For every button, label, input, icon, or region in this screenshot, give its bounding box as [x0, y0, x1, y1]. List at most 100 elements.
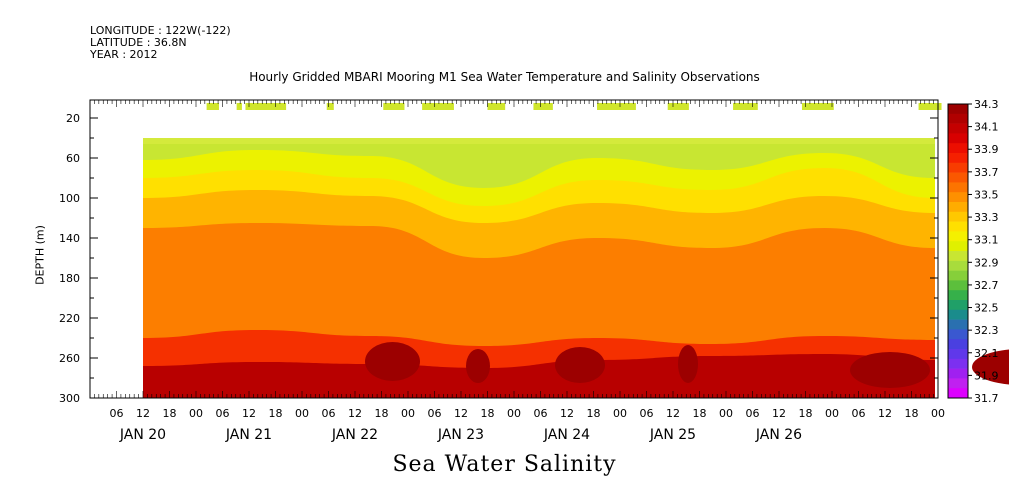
y-tick-label: 100 — [59, 192, 80, 205]
x-hour-label: 00 — [295, 407, 309, 420]
x-hour-label: 18 — [905, 407, 919, 420]
colorbar: 34.3 34.1 33.9 33.7 33.5 33.3 33.1 32.9 32.7 32.5… — [947, 98, 999, 405]
x-hour-label: 06 — [534, 407, 548, 420]
x-day-label: JAN 21 — [225, 427, 272, 443]
x-hour-label: 18 — [587, 407, 601, 420]
colorbar-swatch — [948, 162, 968, 173]
x-hour-label: 00 — [401, 407, 415, 420]
colorbar-frame — [947, 103, 969, 399]
plot-axes: 20 60 100 140 180 220 260 300 06 12 18 00 06 12 18 00 06… — [59, 99, 945, 443]
x-hour-label: 00 — [613, 407, 627, 420]
colorbar-swatch — [948, 358, 968, 369]
x-hour-label: 18 — [375, 407, 389, 420]
colorbar-label: 33.7 — [974, 166, 999, 179]
colorbar-swatch — [948, 172, 968, 183]
surface-salinity-segment — [206, 103, 219, 110]
colorbar-swatch — [948, 388, 968, 399]
colorbar-swatch — [948, 260, 968, 271]
colorbar-label: 33.9 — [974, 143, 999, 156]
x-day-label: JAN 20 — [119, 427, 166, 443]
colorbar-label: 32.3 — [974, 324, 999, 337]
x-hour-label: 06 — [110, 407, 124, 420]
x-hour-label: 12 — [878, 407, 892, 420]
surface-salinity-segment — [236, 103, 242, 110]
x-hour-label: 12 — [666, 407, 680, 420]
colorbar-swatch — [948, 300, 968, 311]
surface-salinity-segment — [383, 103, 405, 110]
x-hour-label: 18 — [269, 407, 283, 420]
colorbar-swatch — [948, 378, 968, 389]
salinity-patch-34-3 — [365, 342, 420, 381]
variable-title: Sea Water Salinity — [392, 452, 617, 477]
surface-salinity-segment — [245, 103, 287, 110]
salinity-patch-34-3 — [466, 349, 490, 383]
plot-fill — [143, 103, 1009, 398]
x-hour-label: 06 — [640, 407, 654, 420]
x-hour-label: 06 — [852, 407, 866, 420]
salinity-patch-34-3 — [972, 349, 1009, 385]
x-day-label: JAN 24 — [543, 427, 590, 443]
colorbar-label: 32.1 — [974, 347, 999, 360]
y-tick-label: 220 — [59, 312, 80, 325]
x-hour-label: 12 — [348, 407, 362, 420]
colorbar-swatch — [948, 192, 968, 203]
chart-title: Hourly Gridded MBARI Mooring M1 Sea Wate… — [249, 70, 760, 84]
colorbar-label: 32.9 — [974, 256, 999, 269]
x-hour-label: 18 — [481, 407, 495, 420]
x-hour-label: 00 — [189, 407, 203, 420]
x-hour-label: 12 — [454, 407, 468, 420]
salinity-patch-34-3 — [555, 347, 605, 383]
colorbar-label: 34.1 — [974, 121, 999, 134]
surface-salinity-segment — [667, 103, 689, 110]
colorbar-swatch — [948, 221, 968, 232]
colorbar-swatch — [948, 280, 968, 291]
colorbar-label: 34.3 — [974, 98, 999, 111]
colorbar-label: 31.9 — [974, 369, 999, 382]
colorbar-swatch — [948, 368, 968, 379]
colorbar-swatch — [948, 211, 968, 222]
x-hour-label: 06 — [322, 407, 336, 420]
surface-salinity-segment — [597, 103, 636, 110]
y-tick-label: 140 — [59, 232, 80, 245]
salinity-region-33-1-top — [143, 138, 935, 144]
x-hour-label: 18 — [693, 407, 707, 420]
colorbar-swatch — [948, 143, 968, 154]
colorbar-label: 32.7 — [974, 279, 999, 292]
colorbar-label: 33.3 — [974, 211, 999, 224]
y-tick-label: 20 — [66, 112, 80, 125]
year-label: YEAR : 2012 — [90, 48, 158, 61]
x-hour-label: 18 — [163, 407, 177, 420]
colorbar-swatch — [948, 104, 968, 115]
surface-salinity-segment — [801, 103, 834, 110]
colorbar-swatch — [948, 231, 968, 242]
colorbar-swatch — [948, 339, 968, 350]
salinity-region-33-1 — [143, 138, 935, 198]
x-hour-label: 00 — [719, 407, 733, 420]
x-hour-label: 00 — [825, 407, 839, 420]
colorbar-swatch — [948, 182, 968, 193]
latitude-label: LATITUDE : 36.8N — [90, 36, 187, 49]
colorbar-swatch — [948, 290, 968, 301]
colorbar-swatch — [948, 153, 968, 164]
colorbar-label: 32.5 — [974, 302, 999, 315]
surface-salinity-segment — [733, 103, 758, 110]
x-hour-label: 12 — [772, 407, 786, 420]
colorbar-swatch — [948, 241, 968, 252]
colorbar-label: 31.7 — [974, 392, 999, 405]
colorbar-swatch — [948, 113, 968, 124]
x-hour-label: 00 — [931, 407, 945, 420]
x-hour-label: 06 — [746, 407, 760, 420]
x-day-label: JAN 22 — [331, 427, 378, 443]
colorbar-swatch — [948, 349, 968, 360]
y-tick-label: 300 — [59, 392, 80, 405]
surface-salinity-segment — [422, 103, 454, 110]
surface-salinity-segment — [918, 103, 942, 110]
colorbar-label: 33.5 — [974, 188, 999, 201]
longitude-label: LONGITUDE : 122W(-122) — [90, 24, 231, 37]
x-day-label: JAN 23 — [437, 427, 484, 443]
x-hour-label: 06 — [216, 407, 230, 420]
y-tick-label: 60 — [66, 152, 80, 165]
salinity-patch-34-3 — [850, 352, 930, 388]
salinity-patch-34-3 — [678, 345, 698, 383]
